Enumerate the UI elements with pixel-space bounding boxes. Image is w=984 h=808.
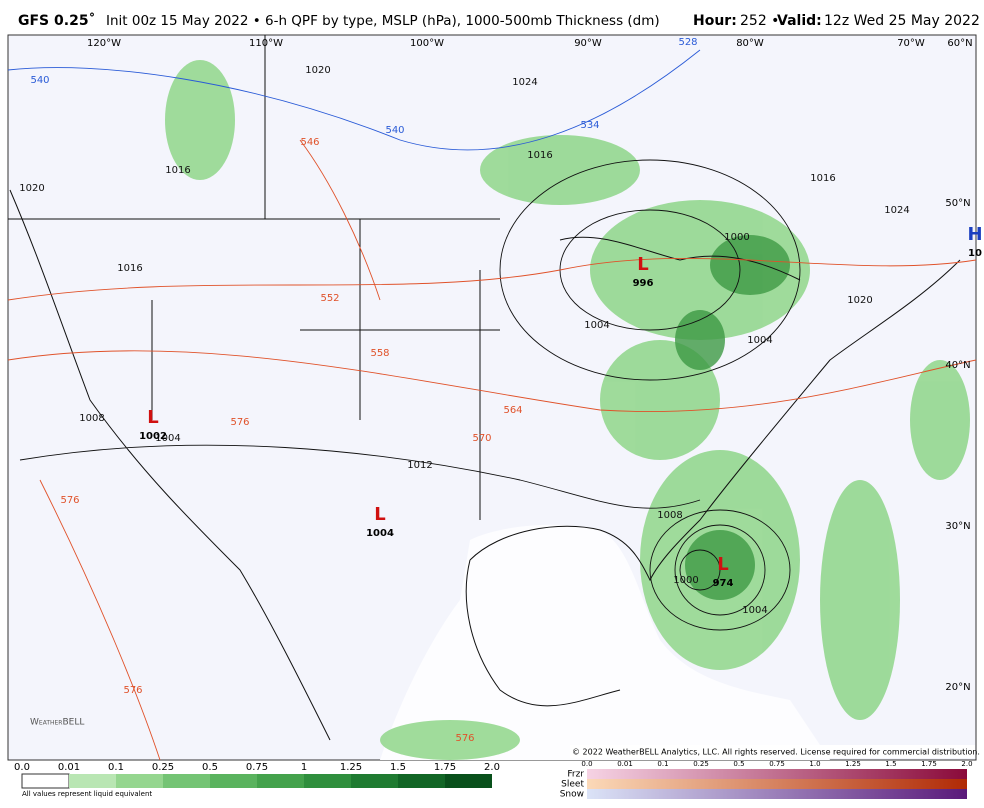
lon-label: 90°W [574, 38, 602, 49]
thickness-label: 534 [580, 120, 599, 131]
thickness-label: 546 [300, 137, 319, 148]
copyright-bg [570, 745, 975, 758]
lat-label: 40°N [945, 360, 970, 371]
type-label: 0.01 [617, 760, 633, 768]
type-label: 0.0 [581, 760, 592, 768]
legend [21, 769, 967, 799]
thickness-label: 528 [678, 37, 697, 48]
hour-label: Hour: [693, 13, 737, 29]
copyright: © 2022 WeatherBELL Analytics, LLC. All r… [572, 748, 980, 757]
isobar-label: 1016 [527, 150, 552, 161]
type-name: Frzr [567, 770, 584, 780]
valid-label: Valid: [777, 13, 822, 29]
qpf-note: All values represent liquid equivalent [22, 790, 152, 798]
isobar-label: 1012 [407, 460, 432, 471]
thickness-label: 564 [503, 405, 522, 416]
isobar-label: 1008 [79, 413, 104, 424]
thickness-label: 558 [370, 348, 389, 359]
lon-label: 80°W [736, 38, 764, 49]
type-label: 0.1 [657, 760, 668, 768]
valid-value: 12z Wed 25 May 2022 [824, 13, 980, 29]
thickness-label: 540 [30, 75, 49, 86]
pressure-symbol: H [967, 224, 982, 245]
gulf [380, 524, 830, 760]
type-label: 0.25 [693, 760, 709, 768]
hour-value: 252 • [740, 13, 779, 29]
isobar-label: 1020 [847, 295, 872, 306]
lat-label: 30°N [945, 521, 970, 532]
lat-label: 50°N [945, 198, 970, 209]
qpf-label: 2.0 [484, 762, 500, 773]
isobar-label: 1000 [673, 575, 698, 586]
thickness-cold [7, 49, 701, 151]
qpf-label: 0.1 [108, 762, 124, 773]
qpf-label: 0.75 [246, 762, 268, 773]
pressure-value: 1002 [139, 431, 167, 442]
type-label: 2.0 [961, 760, 972, 768]
thickness-label: 576 [230, 417, 249, 428]
lat-label: 20°N [945, 682, 970, 693]
lon-label: 110°W [249, 38, 283, 49]
isobar-label: 1004 [584, 320, 609, 331]
isobar-label: 1004 [742, 605, 767, 616]
type-label: 1.25 [845, 760, 861, 768]
qpf-label: 1.25 [340, 762, 362, 773]
title-bold: GFS 0.25˚ [18, 12, 96, 29]
qpf-label: 1 [301, 762, 307, 773]
isobar-label: 1020 [19, 183, 44, 194]
lon-label: 120°W [87, 38, 121, 49]
qpf-bar [21, 773, 492, 789]
isobar-label: 1000 [724, 232, 749, 243]
title-rest: Init 00z 15 May 2022 • 6-h QPF by type, … [106, 13, 660, 29]
precip [165, 60, 970, 760]
qpf-label: 1.75 [434, 762, 456, 773]
type-label: 0.75 [769, 760, 785, 768]
isobar-label: 1024 [512, 77, 537, 88]
thickness-label: 576 [123, 685, 142, 696]
pressure-symbol: L [637, 254, 648, 275]
type-label: 1.75 [921, 760, 937, 768]
precip-heavy [675, 235, 790, 600]
pressure-value: 996 [633, 278, 654, 289]
map [7, 34, 977, 761]
qpf-label: 0.01 [58, 762, 80, 773]
pressure-symbol: L [717, 554, 728, 575]
lon-label: 100°W [410, 38, 444, 49]
thickness-label: 570 [472, 433, 491, 444]
isobar-label: 1016 [165, 165, 190, 176]
isobar-label: 1004 [155, 433, 180, 444]
pressure-symbol: L [374, 504, 385, 525]
type-bars [587, 769, 967, 799]
thickness-label: 552 [320, 293, 339, 304]
qpf-label: 0.25 [152, 762, 174, 773]
thickness-label: 540 [385, 125, 404, 136]
isobar-label: 1020 [305, 65, 330, 76]
qpf-label: 0.0 [14, 762, 30, 773]
coastlines [8, 35, 961, 741]
pressure-value: 974 [713, 578, 734, 589]
logo: WeatherBELL [30, 718, 84, 728]
isobar-label: 1004 [747, 335, 772, 346]
thickness [7, 139, 977, 761]
isobar-label: 1016 [117, 263, 142, 274]
lon-label: 60°N [947, 38, 972, 49]
isobar-label: 1008 [657, 510, 682, 521]
thickness-label: 576 [60, 495, 79, 506]
isobar-label: 1016 [810, 173, 835, 184]
thickness-label: 576 [455, 733, 474, 744]
type-label: 1.5 [885, 760, 896, 768]
qpf-label: 0.5 [202, 762, 218, 773]
pressure-value: 1004 [366, 528, 394, 539]
type-name: Snow [560, 790, 584, 800]
type-label: 0.5 [733, 760, 744, 768]
qpf-label: 1.5 [390, 762, 406, 773]
type-name: Sleet [561, 780, 584, 790]
pressure-symbol: L [147, 407, 158, 428]
pressure-value: 10 [968, 248, 982, 259]
isobars [19, 159, 801, 631]
lon-label: 70°W [897, 38, 925, 49]
type-label: 1.0 [809, 760, 820, 768]
isobar-label: 1024 [884, 205, 909, 216]
